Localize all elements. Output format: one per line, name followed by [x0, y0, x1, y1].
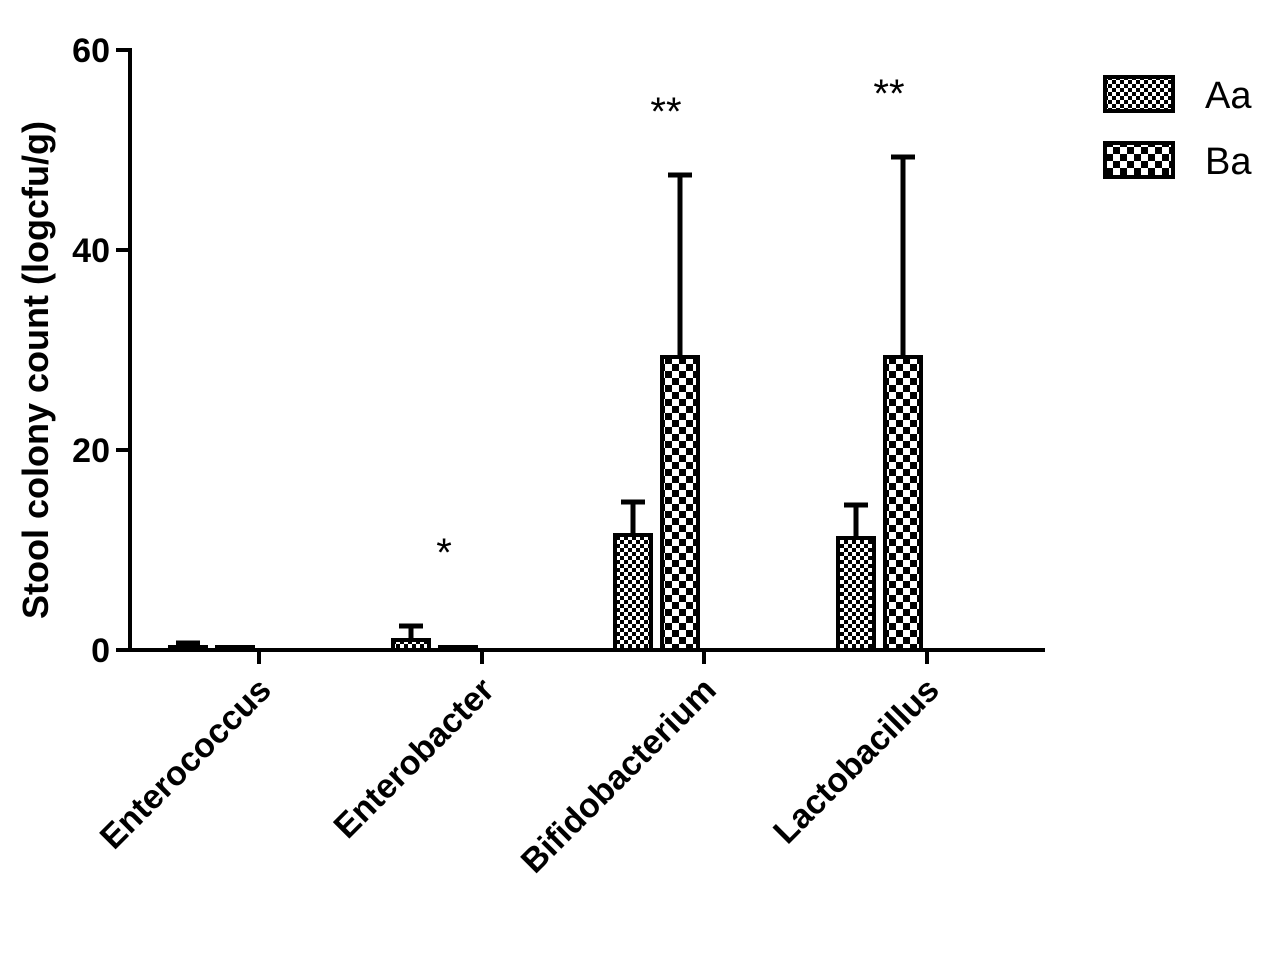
y-tick-label: 20	[72, 432, 110, 470]
bar-aa	[613, 533, 653, 652]
x-tick-label: Bifidobacterium	[514, 671, 724, 881]
significance-marker: **	[873, 72, 904, 116]
y-tick-label: 0	[91, 632, 110, 670]
significance-marker: **	[650, 90, 681, 134]
x-tick-label: Lactobacillus	[766, 671, 947, 852]
y-tick-label: 40	[72, 232, 110, 270]
error-bar	[844, 502, 868, 538]
error-bar	[668, 172, 692, 357]
x-tick-label: Enterococcus	[93, 671, 279, 857]
legend: Aa Ba	[1103, 75, 1252, 183]
bar-ba	[660, 355, 700, 652]
error-bar	[176, 640, 200, 647]
plot-area: 0 20 40 60 Enterococcus * Enterobacter ** Bifido…	[72, 32, 1045, 881]
error-bar	[891, 154, 915, 357]
legend-item-ba: Ba	[1103, 141, 1252, 183]
bar-aa	[836, 536, 876, 652]
legend-swatch	[1103, 141, 1175, 179]
x-tick-label: Enterobacter	[326, 671, 501, 846]
legend-label: Ba	[1205, 141, 1252, 183]
significance-marker: *	[436, 531, 452, 575]
bar-ba	[883, 355, 923, 652]
bar-aa	[391, 638, 431, 652]
y-tick-label: 60	[72, 32, 110, 70]
legend-item-aa: Aa	[1103, 75, 1252, 117]
error-bar	[446, 646, 470, 652]
error-bar	[223, 645, 247, 651]
error-bar	[621, 499, 645, 535]
error-bar	[399, 623, 423, 640]
bar-aa	[168, 645, 208, 652]
y-axis-label: Stool colony count (logcfu/g)	[15, 121, 56, 619]
legend-label: Aa	[1205, 75, 1252, 117]
legend-swatch	[1103, 75, 1175, 113]
